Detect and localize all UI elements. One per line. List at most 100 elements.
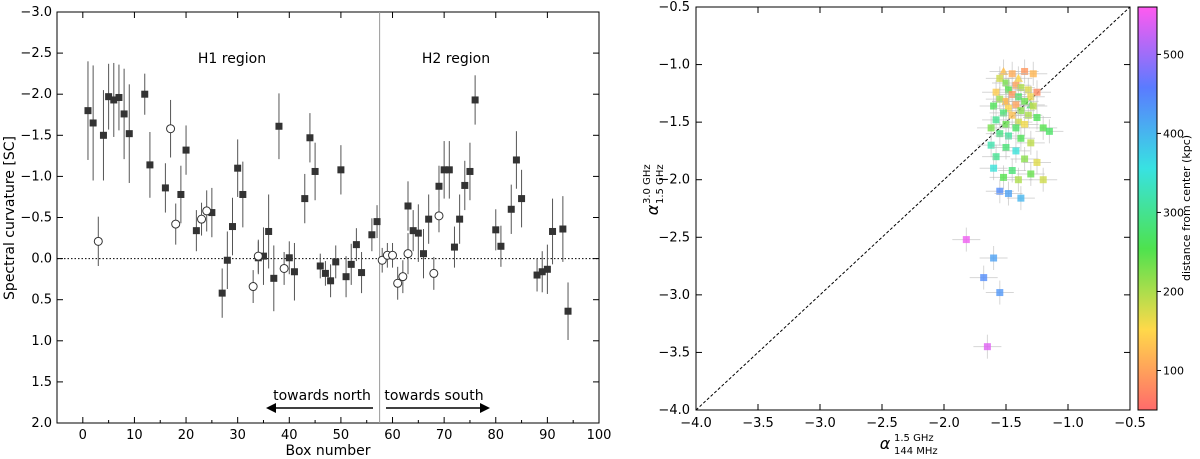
data-point-circle bbox=[403, 249, 413, 259]
data-point-square bbox=[84, 107, 92, 115]
svg-text:1.5 GHz: 1.5 GHz bbox=[894, 433, 934, 444]
data-point-square bbox=[1004, 190, 1012, 198]
x-tick-label: 80 bbox=[487, 428, 504, 443]
data-point-square bbox=[507, 205, 515, 213]
y-tick-label: −3.5 bbox=[658, 345, 690, 360]
right-y-axis-label: α 3.0 GHz 1.5 GHz bbox=[642, 164, 666, 215]
data-point-circle bbox=[166, 124, 176, 134]
x-tick-label: 40 bbox=[281, 428, 298, 443]
x-tick-label: 50 bbox=[333, 428, 350, 443]
data-point-square bbox=[115, 93, 123, 101]
right-y-axis-ticks: −4.0 −3.5 −3.0 −2.5 −2.0 −1.5 −1.0 −0.5 bbox=[658, 0, 1130, 418]
data-point-square bbox=[1004, 104, 1012, 112]
data-point-square bbox=[1012, 147, 1020, 155]
data-point-square bbox=[549, 227, 557, 235]
colorbar-tick-label: 500 bbox=[1163, 48, 1184, 61]
data-point-square bbox=[110, 96, 118, 104]
data-point-circle bbox=[388, 250, 398, 260]
right-data-points bbox=[952, 59, 1064, 359]
data-point-square bbox=[1012, 101, 1020, 109]
data-point-square bbox=[373, 218, 381, 226]
data-point-square bbox=[1002, 120, 1010, 128]
x-tick-label: 20 bbox=[178, 428, 195, 443]
data-point-square bbox=[1008, 70, 1016, 78]
data-point-square bbox=[996, 95, 1004, 103]
data-point-square bbox=[1004, 86, 1012, 94]
left-plot-frame bbox=[56, 11, 600, 424]
data-point-square bbox=[327, 277, 335, 285]
data-point-square bbox=[512, 156, 520, 164]
data-point-square bbox=[1027, 170, 1035, 178]
data-point-square bbox=[1017, 134, 1025, 142]
data-point-square bbox=[1008, 91, 1016, 99]
data-point-square bbox=[342, 273, 350, 281]
towards-north-label: towards north bbox=[273, 388, 371, 404]
colorbar bbox=[1137, 6, 1158, 411]
data-point-square bbox=[177, 190, 185, 198]
svg-text:α: α bbox=[880, 434, 891, 453]
data-point-square bbox=[182, 146, 190, 154]
data-point-square bbox=[290, 268, 298, 276]
data-point-circle bbox=[398, 272, 408, 282]
data-point-square bbox=[347, 260, 355, 268]
data-point-square bbox=[987, 124, 995, 132]
y-tick-label: −1.0 bbox=[658, 58, 690, 73]
data-point-square bbox=[1021, 97, 1029, 105]
data-point-square bbox=[229, 223, 237, 231]
data-point-square bbox=[89, 119, 97, 127]
data-point-square bbox=[962, 236, 970, 244]
data-point-square bbox=[265, 227, 273, 235]
data-point-square bbox=[992, 116, 1000, 124]
data-point-square bbox=[461, 181, 469, 189]
data-point-square bbox=[234, 164, 242, 172]
data-point-square bbox=[105, 93, 113, 101]
y-tick-label: −1.5 bbox=[658, 115, 690, 130]
data-point-square bbox=[466, 167, 474, 175]
data-point-square bbox=[996, 74, 1004, 82]
data-point-square bbox=[538, 268, 546, 276]
data-point-square bbox=[996, 130, 1004, 138]
data-point-square bbox=[497, 242, 505, 250]
data-point-circle bbox=[248, 282, 258, 292]
data-point-square bbox=[992, 153, 1000, 161]
data-point-square bbox=[141, 90, 149, 98]
data-point-square bbox=[1004, 132, 1012, 140]
y-tick-label: −4.0 bbox=[658, 403, 690, 418]
h1-region-label: H1 region bbox=[198, 51, 266, 67]
data-point-square bbox=[316, 262, 324, 270]
data-point-square bbox=[980, 274, 988, 282]
data-point-square bbox=[990, 254, 998, 262]
x-tick-label: −1.0 bbox=[1052, 416, 1084, 431]
y-tick-label: 0.5 bbox=[31, 293, 52, 308]
data-point-square bbox=[404, 202, 412, 210]
y-tick-label: −2.5 bbox=[20, 46, 52, 61]
data-point-circle bbox=[393, 278, 403, 288]
data-point-square bbox=[1000, 109, 1008, 117]
data-point-square bbox=[987, 141, 995, 149]
data-point-square bbox=[99, 131, 107, 139]
data-point-square bbox=[435, 182, 443, 190]
towards-south-label: towards south bbox=[384, 388, 483, 404]
data-point-square bbox=[1033, 158, 1041, 166]
data-point-square bbox=[275, 122, 283, 130]
y-tick-label: 1.0 bbox=[31, 334, 52, 349]
data-point-square bbox=[1017, 107, 1025, 115]
x-tick-label: 70 bbox=[436, 428, 453, 443]
data-point-square bbox=[192, 227, 200, 235]
data-point-square bbox=[1027, 139, 1035, 147]
data-point-square bbox=[983, 343, 991, 351]
spectral-curvature-chart: 0 10 20 30 40 50 60 70 80 90 100 −3.0−2.5−2.0−1.5−… bbox=[2, 5, 611, 459]
svg-text:3.0 GHz: 3.0 GHz bbox=[642, 164, 653, 204]
data-point-square bbox=[1012, 81, 1020, 89]
data-point-square bbox=[1002, 143, 1010, 151]
data-point-square bbox=[368, 231, 376, 239]
colorbar-label: distance from center (kpc) bbox=[1180, 135, 1193, 281]
svg-text:144 MHz: 144 MHz bbox=[894, 446, 938, 457]
x-tick-label: 60 bbox=[384, 428, 401, 443]
data-point-square bbox=[1039, 176, 1047, 184]
data-point-square bbox=[409, 227, 417, 235]
data-point-square bbox=[1029, 70, 1037, 78]
h2-region-label: H2 region bbox=[422, 51, 490, 67]
data-point-square bbox=[543, 265, 551, 273]
